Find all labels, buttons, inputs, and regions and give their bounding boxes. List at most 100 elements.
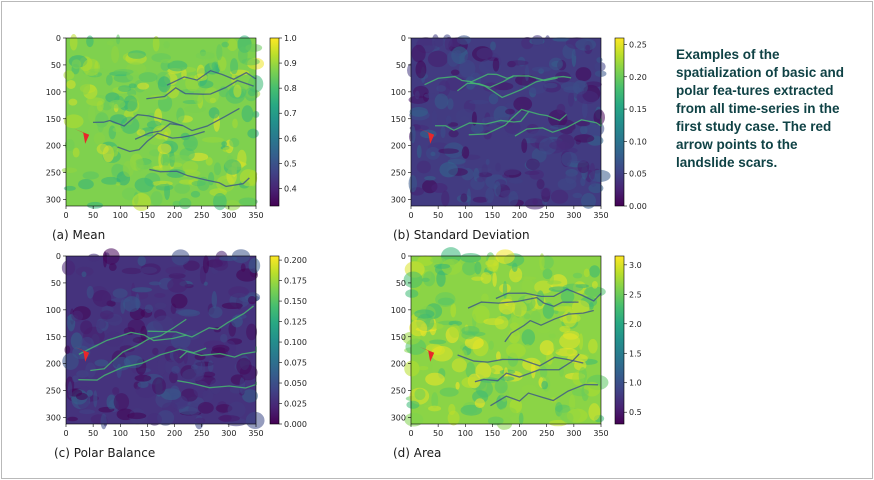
x-tick-label: 150 <box>140 429 155 438</box>
colorbar-tick-label: 0.6 <box>284 134 297 143</box>
panel-label: (a) Mean <box>52 228 106 242</box>
y-tick-label: 300 <box>391 414 406 423</box>
x-tick-label: 50 <box>88 429 98 438</box>
colorbar-tick-label: 0.000 <box>284 420 307 429</box>
x-tick-label: 200 <box>512 211 527 220</box>
panel-standard-deviation: 0 50 100 150 200 250 300 350 0 50 100 150 200 250 300 0… <box>387 28 687 248</box>
colorbar-tick-label: 0.9 <box>284 59 297 68</box>
heatmap-standard-deviation: 0 50 100 150 200 250 300 350 0 50 100 150 200 250 300 0… <box>391 34 647 220</box>
x-tick-label: 250 <box>194 211 209 220</box>
y-tick-label: 50 <box>51 61 61 70</box>
x-tick-label: 50 <box>433 211 443 220</box>
colorbar-tick-label: 0.8 <box>284 84 297 93</box>
x-tick-label: 250 <box>194 429 209 438</box>
colorbar-tick-label: 0.025 <box>284 400 307 409</box>
heatmap-area: 0 50 100 150 200 250 300 350 0 50 100 150 200 250 300 3… <box>391 247 642 438</box>
panel-mean: 0 50 100 150 200 250 300 350 0 50 100 150 200 250 300 1… <box>42 28 342 248</box>
y-tick-label: 200 <box>391 142 406 151</box>
x-tick-label: 100 <box>113 429 128 438</box>
x-tick-label: 200 <box>167 429 182 438</box>
colorbar-tick-label: 0.7 <box>284 109 297 118</box>
x-tick-label: 150 <box>140 211 155 220</box>
colorbar-tick-label: 0.25 <box>629 40 647 49</box>
colorbar-tick-label: 0.20 <box>629 73 647 82</box>
y-tick-label: 100 <box>391 88 406 97</box>
y-tick-label: 0 <box>401 252 406 261</box>
x-tick-label: 100 <box>458 429 473 438</box>
x-tick-label: 300 <box>221 429 236 438</box>
x-tick-label: 200 <box>512 429 527 438</box>
map-texture <box>402 247 609 430</box>
y-tick-label: 250 <box>46 387 61 396</box>
colorbar-tick-label: 1.0 <box>629 379 642 388</box>
colorbar-tick-label: 0.4 <box>284 184 297 193</box>
y-tick-label: 200 <box>391 360 406 369</box>
x-tick-label: 300 <box>566 211 581 220</box>
map-frame <box>410 255 602 425</box>
colorbar-tick-label: 0.200 <box>284 256 307 265</box>
x-tick-label: 300 <box>566 429 581 438</box>
panel-label: (b) Standard Deviation <box>393 228 530 242</box>
map-frame <box>65 37 257 207</box>
y-tick-label: 0 <box>56 34 61 43</box>
x-tick-label: 100 <box>113 211 128 220</box>
colorbar-tick-label: 3.0 <box>629 261 642 270</box>
panel-label: (c) Polar Balance <box>54 446 156 460</box>
x-tick-label: 250 <box>539 211 554 220</box>
y-tick-label: 250 <box>391 387 406 396</box>
panel-label: (d) Area <box>393 446 442 460</box>
landslide-arrow-icon <box>74 128 90 144</box>
y-tick-label: 300 <box>46 414 61 423</box>
colorbar-tick-label: 0.050 <box>284 379 307 388</box>
x-tick-label: 150 <box>485 429 500 438</box>
colorbar <box>614 255 625 425</box>
map-texture <box>407 34 611 210</box>
heatmap-mean: 0 50 100 150 200 250 300 350 0 50 100 150 200 250 300 1… <box>46 34 297 220</box>
landslide-arrow-icon <box>419 346 435 362</box>
x-tick-label: 0 <box>63 211 68 220</box>
landslide-arrow-icon <box>74 346 90 362</box>
x-tick-label: 300 <box>221 211 236 220</box>
colorbar-tick-label: 2.5 <box>629 290 642 299</box>
colorbar-tick-label: 0.15 <box>629 105 647 114</box>
colorbar-tick-label: 0.150 <box>284 297 307 306</box>
x-tick-label: 0 <box>63 429 68 438</box>
landslide-arrow-icon <box>419 128 435 144</box>
x-tick-label: 100 <box>458 211 473 220</box>
y-tick-label: 0 <box>56 252 61 261</box>
y-tick-label: 250 <box>46 169 61 178</box>
y-tick-label: 300 <box>391 196 406 205</box>
x-tick-label: 350 <box>593 429 608 438</box>
colorbar-tick-label: 0.10 <box>629 137 647 146</box>
x-tick-label: 200 <box>167 211 182 220</box>
x-tick-label: 350 <box>593 211 608 220</box>
colorbar-tick-label: 0.00 <box>629 202 647 211</box>
map-frame <box>65 255 257 425</box>
y-tick-label: 50 <box>396 61 406 70</box>
y-tick-label: 150 <box>391 115 406 124</box>
x-tick-label: 350 <box>248 211 263 220</box>
map-frame <box>410 37 602 207</box>
map-texture <box>61 34 265 212</box>
heatmap-polar-balance: 0 50 100 150 200 250 300 350 0 50 100 150 200 250 300 0… <box>46 248 307 438</box>
colorbar-tick-label: 2.0 <box>629 320 642 329</box>
x-tick-label: 50 <box>433 429 443 438</box>
map-texture <box>61 248 265 430</box>
colorbar <box>269 37 280 207</box>
y-tick-label: 100 <box>46 88 61 97</box>
figure-caption: Examples of the spatialization of basic … <box>676 47 845 170</box>
colorbar-tick-label: 0.05 <box>629 170 647 179</box>
colorbar-tick-label: 0.5 <box>629 408 642 417</box>
colorbar <box>614 37 625 207</box>
y-tick-label: 150 <box>46 333 61 342</box>
x-tick-label: 0 <box>408 429 413 438</box>
x-tick-label: 250 <box>539 429 554 438</box>
y-tick-label: 100 <box>46 306 61 315</box>
y-tick-label: 300 <box>46 196 61 205</box>
x-tick-label: 0 <box>408 211 413 220</box>
x-tick-label: 150 <box>485 211 500 220</box>
colorbar-tick-label: 0.5 <box>284 159 297 168</box>
y-tick-label: 200 <box>46 142 61 151</box>
y-tick-label: 150 <box>391 333 406 342</box>
